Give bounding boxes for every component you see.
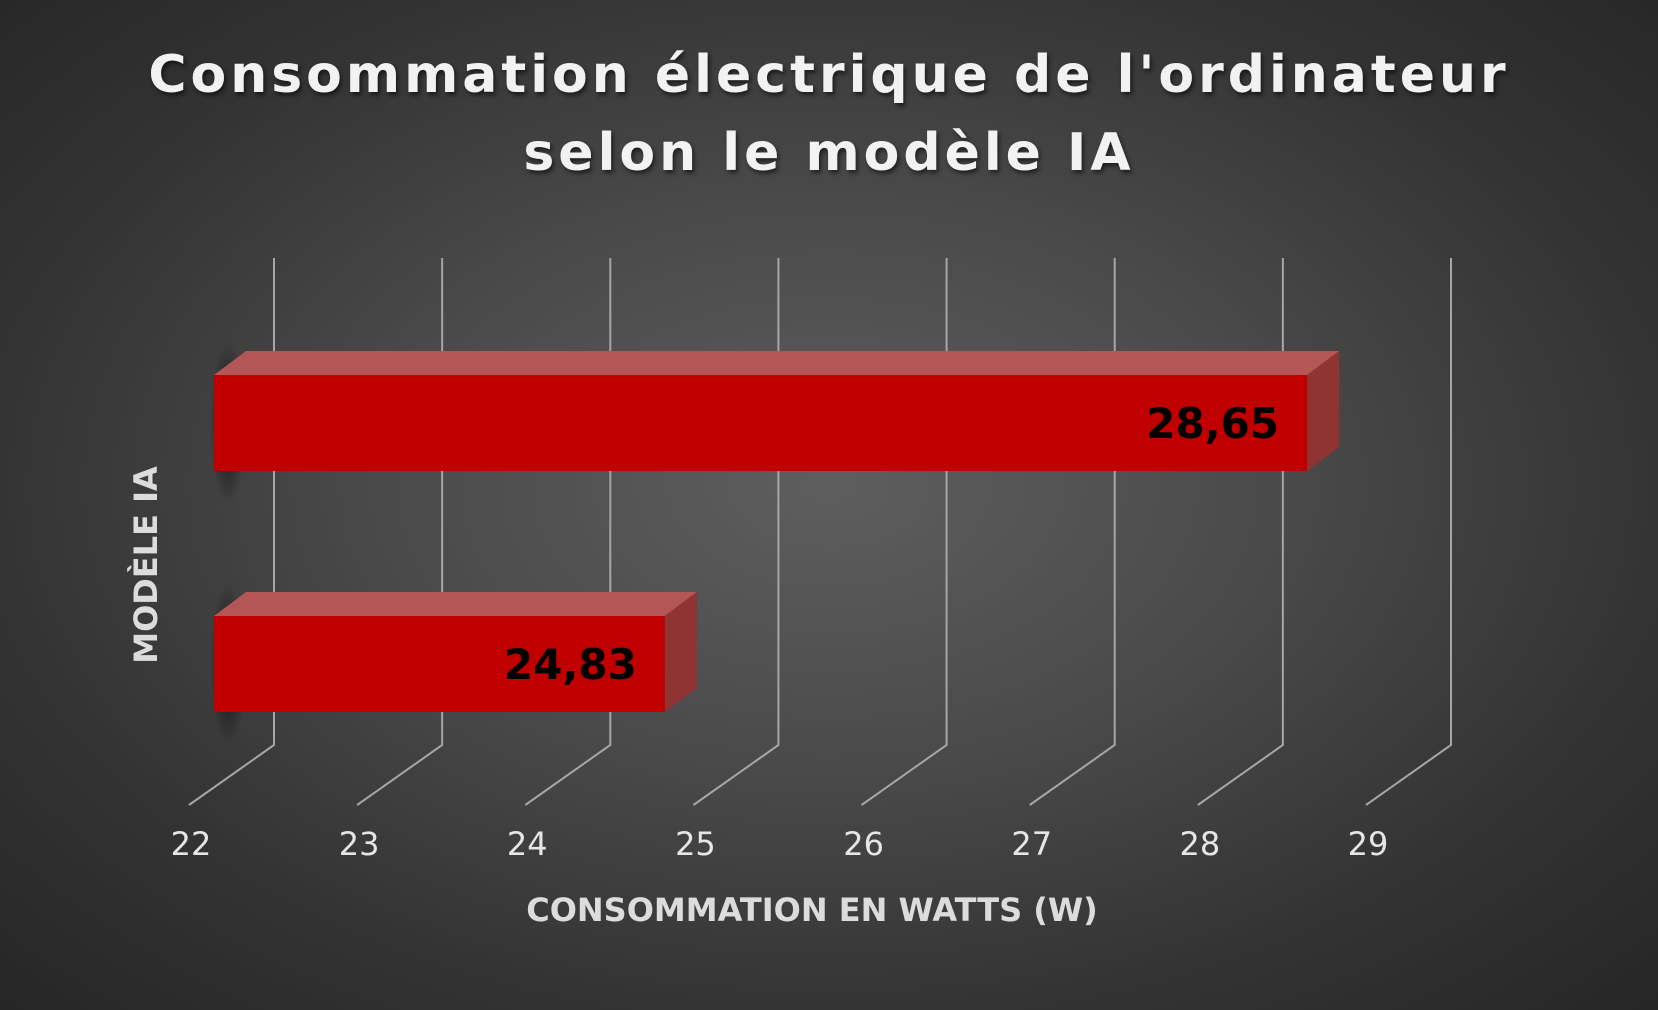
- bar-2-side-face: [664, 592, 697, 712]
- x-tick-label-26: 26: [843, 825, 884, 863]
- x-tick-label-25: 25: [675, 825, 716, 863]
- chart-title-line-2: selon le modèle IA: [523, 123, 1135, 183]
- x-axis-title: CONSOMMATION EN WATTS (W): [526, 891, 1098, 929]
- bar-2: 24,83: [210, 582, 697, 746]
- x-tick-label-24: 24: [507, 825, 548, 863]
- x-tick-label-27: 27: [1011, 825, 1052, 863]
- bar-1-front-face: [214, 375, 1308, 471]
- bar-1-data-label: 28,65: [1146, 399, 1279, 448]
- chart-title: Consommation électrique de l'ordinateur …: [0, 36, 1658, 192]
- bar-1: 28,65: [210, 341, 1340, 505]
- gridline-28: [1197, 258, 1284, 806]
- bars: 28,65 24,83: [210, 341, 1340, 746]
- gridline-23: [356, 258, 444, 806]
- x-tick-label-22: 22: [171, 825, 212, 863]
- x-tick-label-28: 28: [1179, 825, 1220, 863]
- gridline-25: [692, 258, 780, 806]
- gridlines: [188, 258, 1452, 806]
- bar-2-front-face: [214, 616, 665, 712]
- chart-title-line-1: Consommation électrique de l'ordinateur: [148, 45, 1510, 105]
- y-axis-title: MODÈLE IA: [127, 466, 165, 664]
- x-tick-label-23: 23: [339, 825, 380, 863]
- x-axis-tick-labels: 22 23 24 25 26 27 28 29: [171, 825, 1389, 863]
- gridline-26: [860, 258, 948, 806]
- bar-2-top-face: [214, 592, 697, 616]
- bar-2-data-label: 24,83: [504, 640, 637, 689]
- gridline-27: [1029, 258, 1116, 806]
- bar-1-top-face: [214, 351, 1340, 375]
- bar-1-side-face: [1307, 351, 1340, 471]
- gridline-24: [524, 258, 612, 806]
- x-tick-label-29: 29: [1348, 825, 1389, 863]
- gridline-29: [1365, 258, 1452, 806]
